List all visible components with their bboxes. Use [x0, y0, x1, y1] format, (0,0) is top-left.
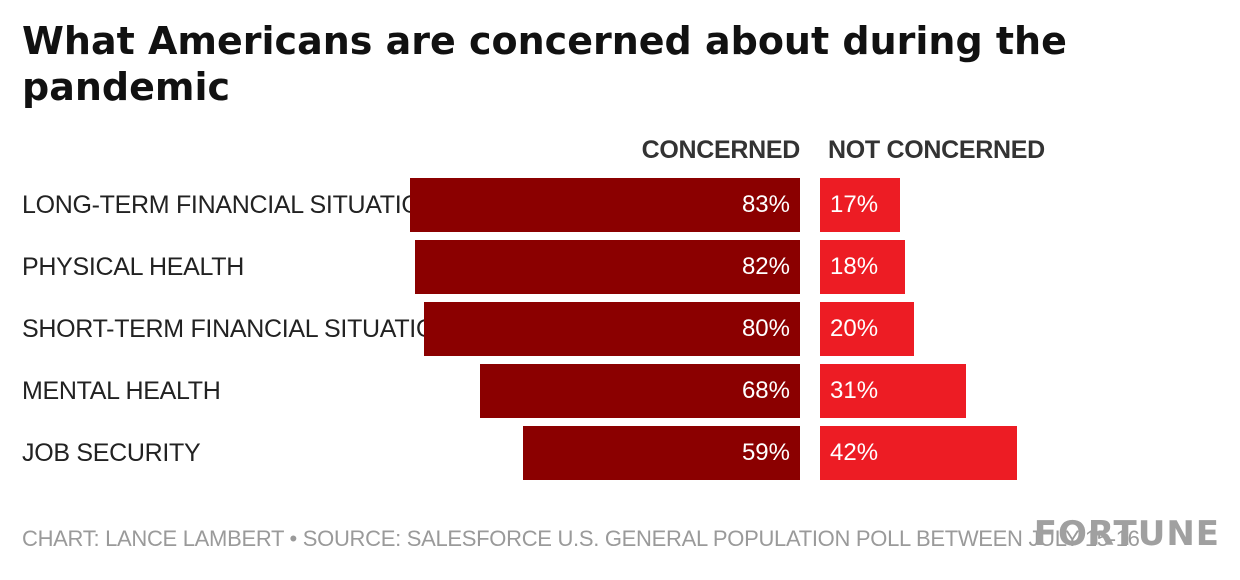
- bar-concerned-mental-health: [480, 364, 800, 418]
- legend-concerned-header: CONCERNED: [641, 136, 801, 164]
- value-label-not-concerned-short-term-financial-situation: 20%: [830, 315, 879, 342]
- value-label-not-concerned-physical-health: 18%: [830, 253, 879, 280]
- row-label-short-term-financial-situation: SHORT-TERM FINANCIAL SITUATION: [22, 315, 453, 343]
- bar-concerned-long-term-financial-situation: [409, 178, 800, 232]
- value-label-concerned-mental-health: 68%: [741, 377, 790, 404]
- chart-title: What Americans are concerned about durin…: [22, 19, 1067, 109]
- bar-chart: LONG-TERM FINANCIAL SITUATION 83% 17% PHYSI…: [22, 178, 1018, 480]
- value-label-concerned-physical-health: 82%: [741, 253, 790, 280]
- value-label-not-concerned-job-security: 42%: [830, 439, 879, 466]
- value-label-not-concerned-mental-health: 31%: [830, 377, 879, 404]
- row-label-job-security: JOB SECURITY: [22, 439, 201, 467]
- row-label-mental-health: MENTAL HEALTH: [22, 377, 221, 405]
- bar-concerned-physical-health: [414, 240, 800, 294]
- value-label-concerned-job-security: 59%: [741, 439, 790, 466]
- bar-not-concerned-mental-health: [820, 364, 966, 418]
- bar-not-concerned-physical-health: [820, 240, 905, 294]
- row-label-physical-health: PHYSICAL HEALTH: [22, 253, 244, 281]
- bar-concerned-short-term-financial-situation: [424, 302, 800, 356]
- bar-not-concerned-short-term-financial-situation: [820, 302, 914, 356]
- legend-not-concerned-header: NOT CONCERNED: [828, 136, 1045, 164]
- value-label-concerned-short-term-financial-situation: 80%: [741, 315, 790, 342]
- fortune-logo: FORTUNE: [1033, 514, 1220, 554]
- value-label-concerned-long-term-financial-situation: 83%: [741, 191, 790, 218]
- bar-concerned-job-security: [522, 426, 800, 480]
- bar-not-concerned-job-security: [820, 426, 1018, 480]
- value-label-not-concerned-long-term-financial-situation: 17%: [830, 191, 879, 218]
- bar-not-concerned-long-term-financial-situation: [820, 178, 900, 232]
- source-credit: CHART: LANCE LAMBERT • SOURCE: SALESFORC…: [22, 526, 1140, 551]
- row-label-long-term-financial-situation: LONG-TERM FINANCIAL SITUATION: [22, 191, 439, 219]
